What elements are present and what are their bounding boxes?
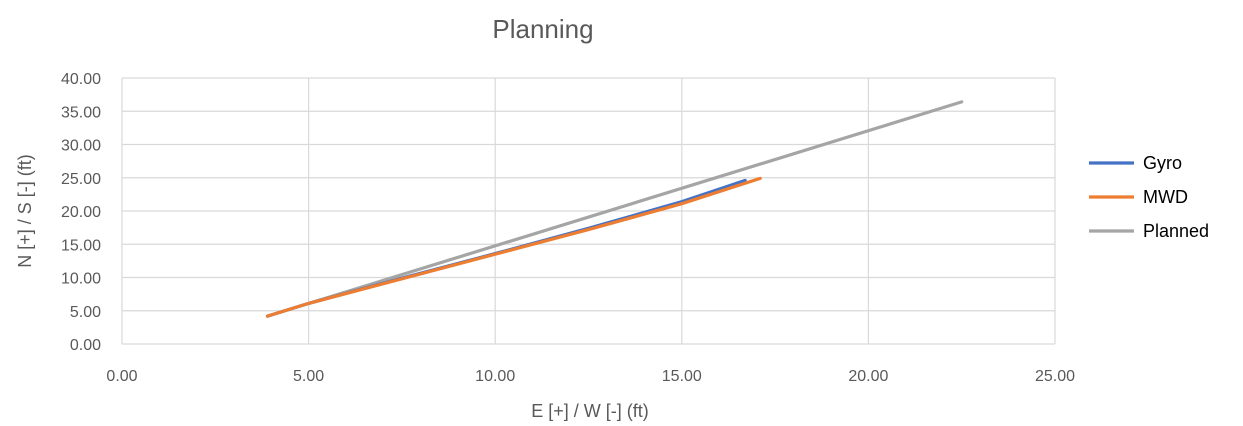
x-tick-label: 10.00 — [475, 368, 515, 385]
y-tick-labels: 0.00 5.00 10.00 15.00 20.00 25.00 30.00 35.00 40… — [61, 71, 101, 354]
x-tick-label: 15.00 — [662, 368, 702, 385]
y-tick-label: 5.00 — [70, 304, 101, 321]
legend-label-planned: Planned — [1143, 221, 1209, 241]
chart-title: Planning — [492, 14, 593, 44]
y-axis-title: N [+] / S [-] (ft) — [15, 154, 35, 268]
y-tick-label: 35.00 — [61, 104, 101, 121]
grid — [121, 77, 1056, 345]
y-tick-label: 20.00 — [61, 204, 101, 221]
y-tick-label: 25.00 — [61, 171, 101, 188]
y-tick-label: 0.00 — [70, 337, 101, 354]
y-tick-label: 40.00 — [61, 71, 101, 88]
y-tick-label: 30.00 — [61, 138, 101, 155]
x-tick-label: 20.00 — [848, 368, 888, 385]
x-tick-label: 0.00 — [106, 368, 137, 385]
series-line-mwd — [265, 176, 762, 318]
legend-label-mwd: MWD — [1143, 187, 1188, 207]
x-tick-label: 5.00 — [293, 368, 324, 385]
x-tick-labels: 0.00 5.00 10.00 15.00 20.00 25.00 — [106, 368, 1075, 385]
legend-label-gyro: Gyro — [1143, 153, 1182, 173]
series-lines — [265, 100, 964, 318]
series-line-planned — [265, 100, 964, 318]
x-axis-title: E [+] / W [-] (ft) — [531, 401, 649, 421]
x-tick-label: 25.00 — [1035, 368, 1075, 385]
legend: Gyro MWD Planned — [1089, 153, 1209, 241]
y-tick-label: 15.00 — [61, 237, 101, 254]
y-tick-label: 10.00 — [61, 271, 101, 288]
